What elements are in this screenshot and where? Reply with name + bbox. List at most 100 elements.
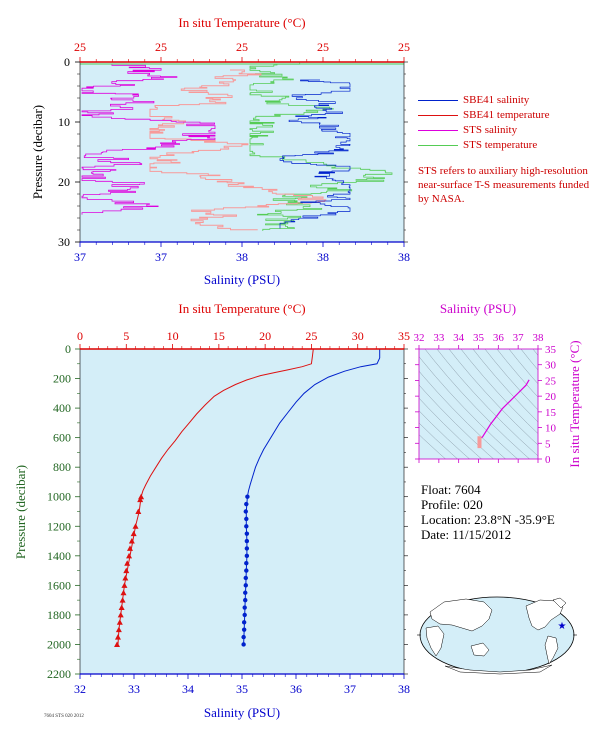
sbe41-salinity-point: [244, 524, 249, 529]
near-surface-plot-area: [80, 62, 404, 242]
map-australia: [470, 642, 490, 657]
map-antarctica: [444, 664, 553, 675]
profile-temperature-tick-label: 15: [213, 329, 225, 343]
near-surface-temperature-tick-label: 25: [155, 40, 167, 54]
density-contour: [448, 349, 538, 446]
ts-deep-point: [477, 436, 482, 441]
ts-temperature-tick-label: 15: [545, 407, 557, 419]
profile-temperature-tick-label: 30: [352, 329, 364, 343]
map-eurasia: [429, 598, 493, 632]
profile-plot-area: [80, 349, 404, 674]
ts-temperature-tick-label: 30: [545, 360, 557, 372]
sbe41-salinity-point: [243, 597, 248, 603]
sbe41-temperature-point: [130, 530, 137, 537]
density-contours: [419, 349, 538, 459]
legend-swatch: [418, 130, 458, 131]
sbe41-salinity-point: [243, 575, 248, 581]
profile-salinity-tick-label: 33: [128, 682, 140, 696]
legend-swatch: [418, 100, 458, 101]
date: Date: 11/15/2012: [421, 527, 512, 542]
sbe41-salinity-point: [245, 494, 250, 499]
sbe41-salinity-point: [244, 501, 249, 507]
map-greenland: [552, 597, 567, 609]
sbe41-salinity-point: [243, 590, 248, 595]
density-contour: [419, 397, 482, 459]
profile-salinity-tick-label: 34: [182, 682, 194, 696]
ts-salinity-tick-label: 36: [493, 332, 505, 344]
sts-salinity-trace: [81, 63, 216, 215]
legend: SBE41 salinity SBE41 temperature STS salin…: [418, 93, 549, 153]
sbe41-temperature-point: [114, 634, 121, 640]
ts-diagram: 32 33 34 35 36 37 38 0 5 10 15 20 25 30 35 Salinity (P…: [414, 301, 583, 468]
profile-pressure-tick-label: 1000: [47, 490, 71, 504]
profile-number: Profile: 020: [421, 497, 483, 512]
profile-temperature-tick-label: 25: [305, 329, 317, 343]
profile-pressure-tick-label: 800: [53, 460, 71, 474]
sbe41-salinity-point: [244, 553, 250, 559]
profile-temperature-title: In situ Temperature (°C): [178, 301, 305, 316]
sbe41-salinity-line: [243, 349, 381, 645]
profile-traces: [114, 348, 381, 647]
profile-pressure-tick-label: 0: [65, 342, 71, 356]
density-contour: [496, 349, 538, 398]
density-contour: [419, 356, 518, 459]
ts-temperature-label: In situ Temperature (°C): [567, 340, 582, 467]
density-contour: [460, 349, 538, 435]
near-surface-axes: 25 25 25 25 25 37 37 38 38 38 0 10 20 30: [58, 40, 410, 264]
sbe41-temperature-point: [120, 589, 127, 596]
ts-salinity-tick-label: 34: [453, 332, 465, 344]
ts-temperature-tick-label: 10: [545, 423, 557, 435]
profile-temperature-tick-label: 5: [123, 329, 129, 343]
float-location-star: ★: [558, 621, 567, 632]
sbe41-temperature-point: [124, 560, 131, 566]
profile-temperature-tick-label: 20: [259, 329, 271, 343]
legend-entry: STS temperature: [418, 138, 549, 153]
profile-salinity-label: Salinity (PSU): [204, 705, 280, 720]
legend-label: STS salinity: [463, 124, 518, 136]
density-contour: [484, 349, 538, 411]
density-contour: [419, 370, 506, 459]
sbe41-salinity-point: [243, 583, 248, 588]
legend-entry: STS salinity: [418, 123, 549, 138]
ts-temperature-tick-label: 5: [545, 438, 551, 450]
sts-note: STS refers to auxiliary high-resolution …: [418, 165, 590, 205]
sbe41-temperature-point: [128, 538, 135, 544]
sbe41-temperature-point: [116, 619, 123, 625]
profile-axes: 0 5 10 15 20 25 30 35 32 33 34 35 36 37 38 0 200 400 600 80…: [47, 329, 410, 696]
legend-entry: SBE41 temperature: [418, 108, 549, 123]
profile-pressure-tick-label: 1600: [47, 578, 71, 592]
float-id: Float: 7604: [421, 482, 481, 497]
ts-salinity-tick-label: 38: [533, 332, 545, 344]
profile-temperature-tick-label: 10: [167, 329, 179, 343]
ts-salinity-title: Salinity (PSU): [440, 301, 516, 316]
sbe41-temperature-point: [126, 552, 133, 559]
ts-axes: 32 33 34 35 36 37 38 0 5 10 15 20 25 30 35: [414, 332, 557, 466]
legend-swatch: [418, 115, 458, 116]
sbe41-temperature-point: [121, 582, 128, 588]
near-surface-pressure-tick-label: 20: [58, 175, 70, 189]
near-surface-temperature-tick-label: 25: [236, 40, 248, 54]
density-contour: [508, 349, 538, 385]
sbe41-salinity-near-surface-trace: [279, 79, 351, 229]
density-contour: [472, 349, 538, 423]
profile-plot: 0 5 10 15 20 25 30 35 32 33 34 35 36 37 38 0 200 400 600 80…: [13, 301, 410, 720]
profile-salinity-tick-label: 37: [344, 682, 356, 696]
near-surface-salinity-tick-label: 38: [398, 250, 410, 264]
legend-entry: SBE41 salinity: [418, 93, 549, 108]
sbe41-temperature-point: [135, 508, 142, 514]
near-surface-temperature-title: In situ Temperature (°C): [178, 15, 305, 30]
profile-pressure-tick-label: 2200: [47, 667, 71, 681]
sbe41-salinity-point: [241, 634, 246, 640]
footer-text: 7604 STS 020 2012: [44, 714, 84, 719]
profile-salinity-tick-label: 35: [236, 682, 248, 696]
legend-label: STS temperature: [463, 139, 538, 151]
density-contour: [436, 349, 538, 457]
ts-temperature-tick-label: 35: [545, 344, 557, 356]
near-surface-salinity-tick-label: 38: [317, 250, 329, 264]
near-surface-pressure-tick-label: 10: [58, 115, 70, 129]
ts-temperature-tick-label: 0: [545, 454, 551, 466]
profile-pressure-tick-label: 600: [53, 431, 71, 445]
near-surface-salinity-label: Salinity (PSU): [204, 272, 280, 287]
near-surface-salinity-tick-label: 38: [236, 250, 248, 264]
